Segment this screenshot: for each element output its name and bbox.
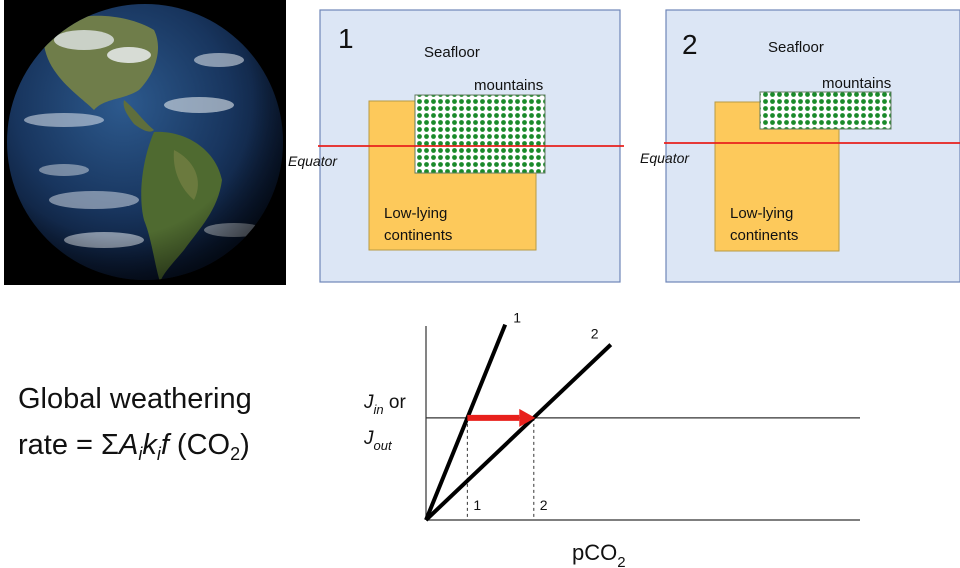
series-label-2: 2 [591,326,599,342]
red-shift-arrowhead [519,408,536,427]
formula-co: (CO [168,429,231,461]
equator-label-2: Equator [640,150,690,166]
formula-sigma: Σ [101,429,119,461]
panel-number: 1 [338,23,354,54]
y-axis-label-out: Jout [363,428,393,453]
panel-1-diagram: 1 Seafloor mountains Low-lying continent… [318,9,624,283]
mountains-block [414,94,546,174]
weathering-graph: 1 2 1 2 Jin or Jout pCO2 [363,310,860,568]
y-axis-label: Jin or [363,392,406,417]
x-tick-label-2: 2 [540,497,548,513]
weathering-formula: Global weathering rate = ΣAikif (CO2) [18,376,252,477]
series-line-2 [424,343,613,522]
formula-close-paren: ) [240,429,250,461]
plot-area: 1 2 1 2 [424,310,860,522]
series-label-1: 1 [513,310,521,326]
series-line-1 [424,323,508,521]
x-axis-label: pCO2 [572,540,626,568]
continents-label-line1: Low-lying [384,205,447,222]
formula-f: f [160,429,169,461]
formula-rate-text: rate = [18,429,102,461]
earth-image [4,0,286,285]
formula-sub-i: i [138,444,143,464]
continents-label-line1: Low-lying [730,205,793,222]
formula-line-1: Global weathering [18,383,252,415]
seafloor-label: Seafloor [424,44,480,61]
panel-number: 2 [682,29,698,60]
mountains-label: mountains [822,75,891,92]
continents-label-line2: continents [384,227,452,244]
continents-label-line2: continents [730,227,798,244]
formula-sub-i: i [156,444,161,464]
formula-line-2: rate = ΣAikif (CO2) [18,422,252,477]
x-tick-label-1: 1 [473,497,481,513]
formula-k: k [142,429,157,461]
mountains-block [759,91,892,130]
seafloor-label: Seafloor [768,39,824,56]
panel-2-diagram: 2 Seafloor mountains Low-lying continent… [664,9,960,283]
equator-label-1: Equator [288,153,338,169]
formula-A: A [118,429,139,461]
formula-sub-2: 2 [230,444,241,464]
mountains-label: mountains [474,77,543,94]
